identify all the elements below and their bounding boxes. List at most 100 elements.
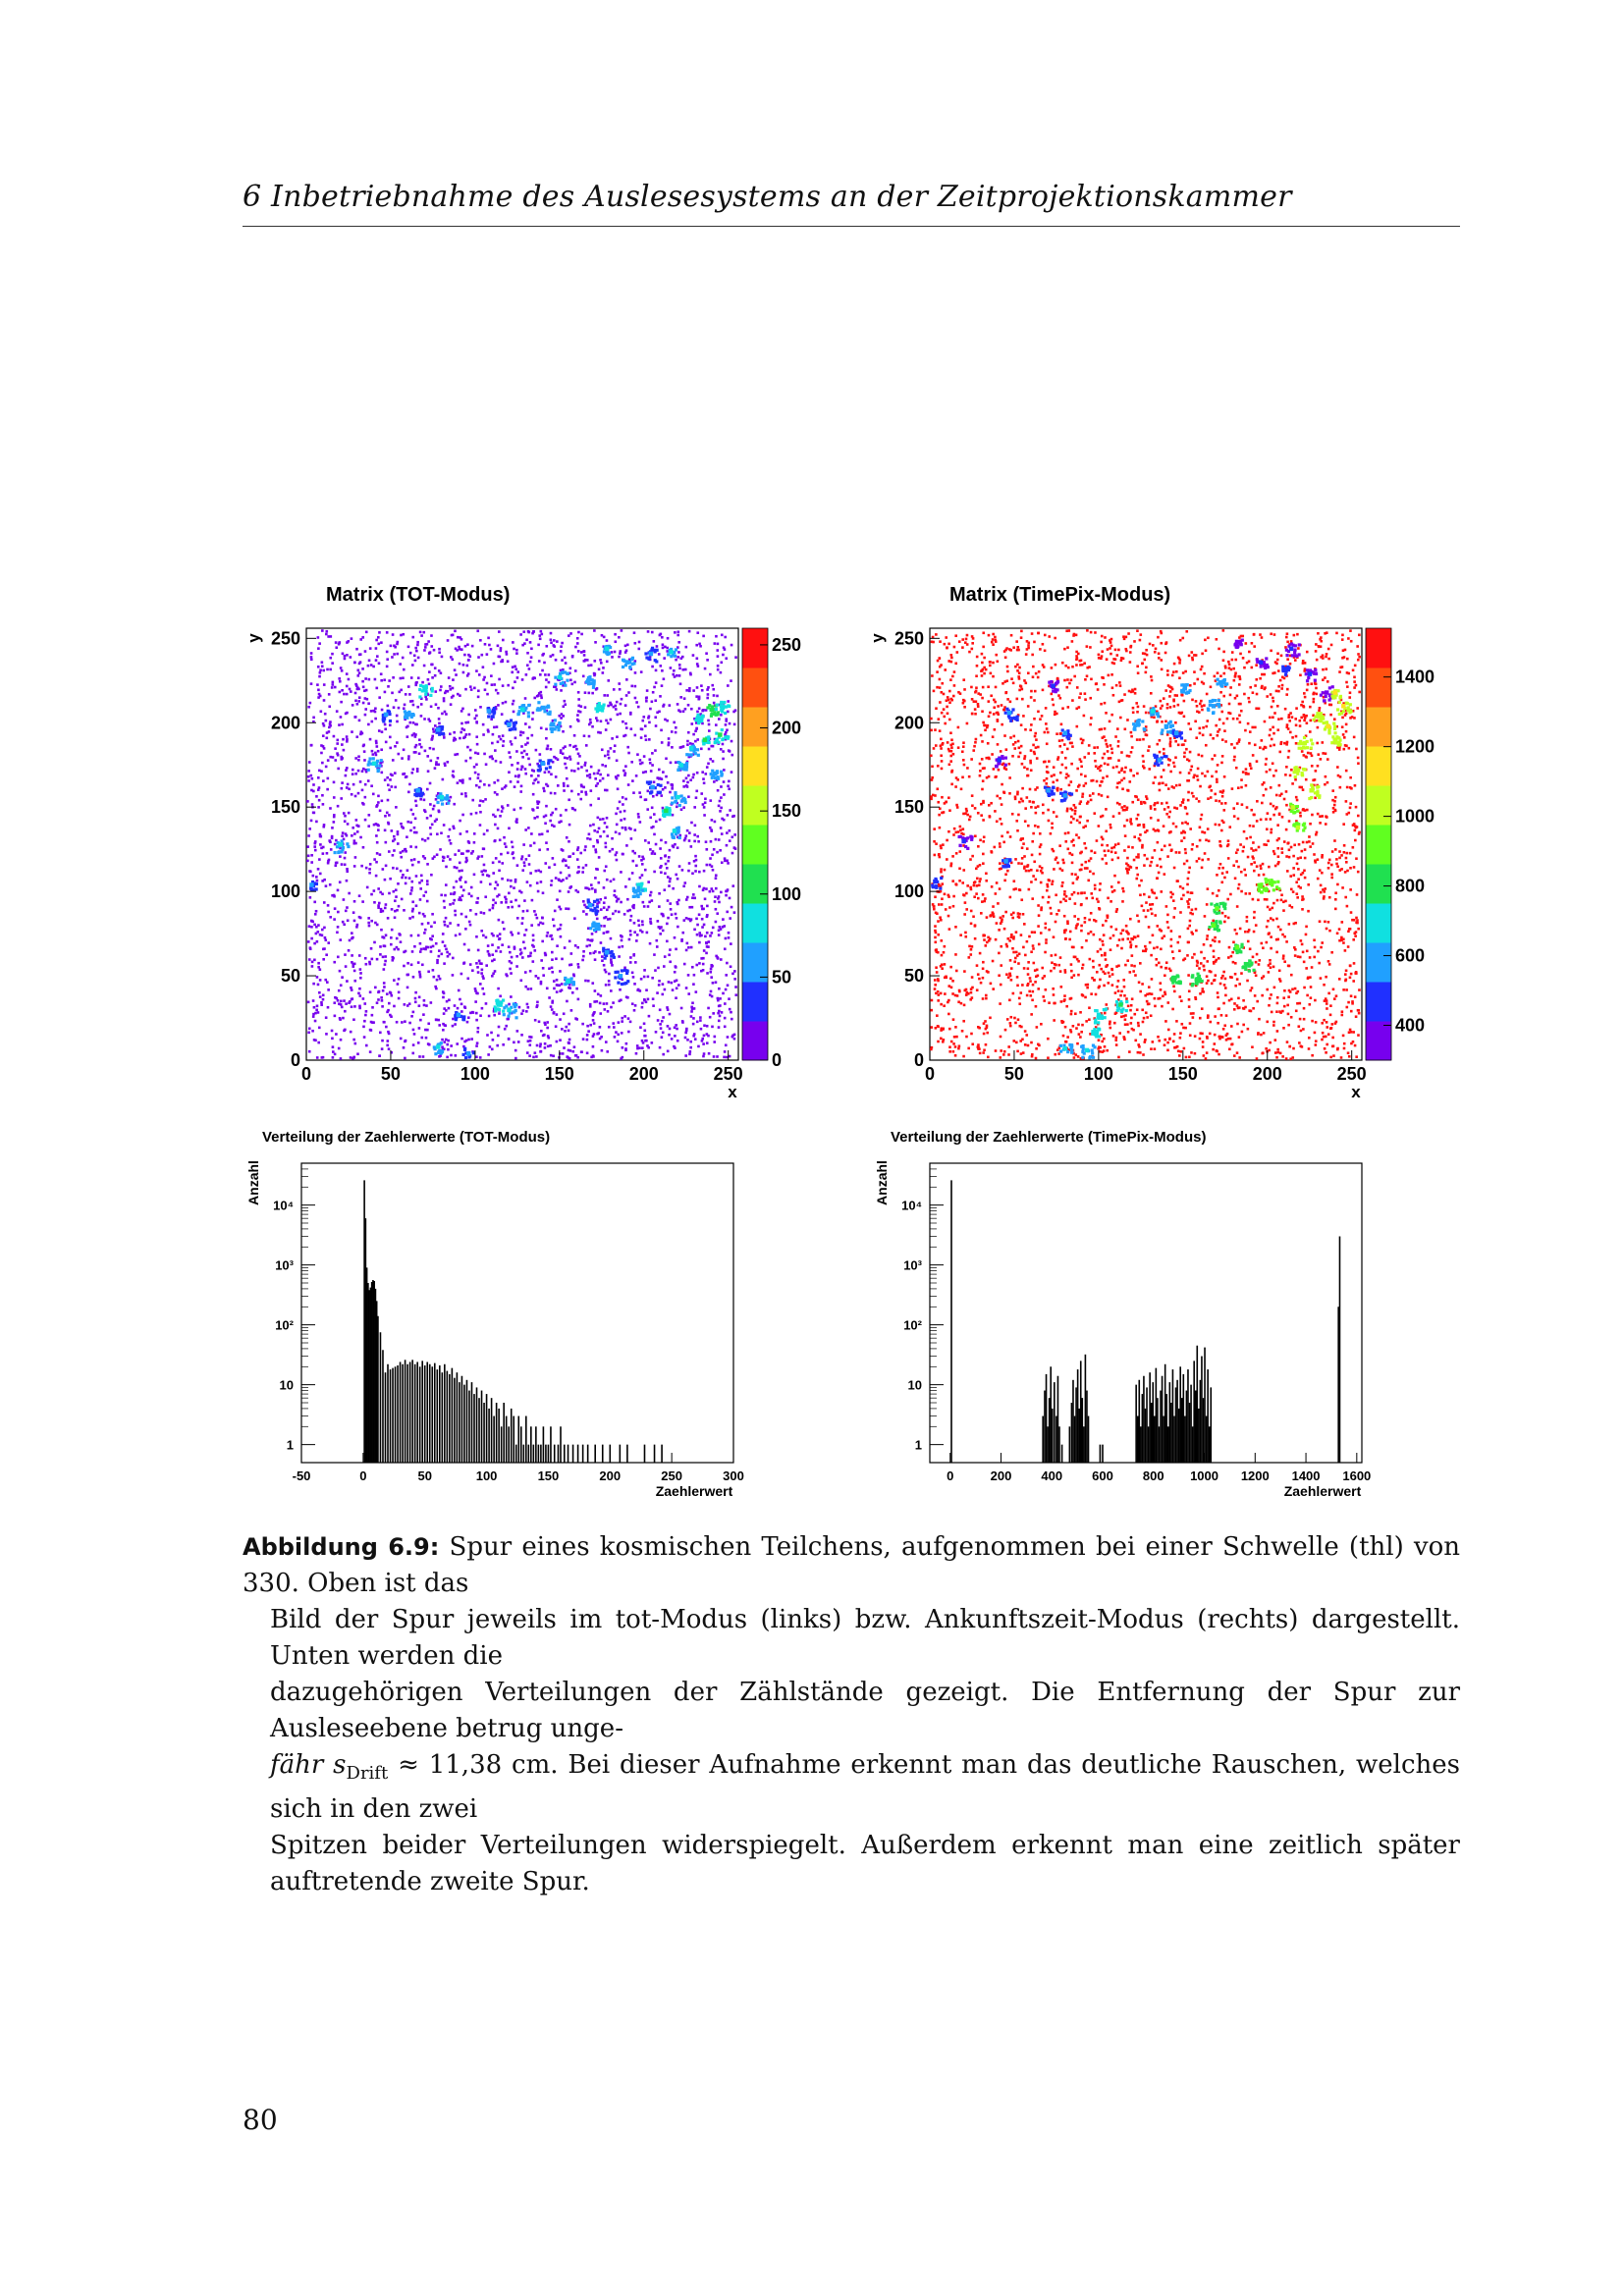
noise-pixel — [692, 689, 695, 692]
noise-pixel — [420, 879, 423, 882]
cluster-core — [664, 808, 669, 814]
noise-pixel — [463, 1006, 467, 1009]
noise-pixel — [468, 655, 472, 658]
noise-pixel — [1235, 860, 1238, 863]
noise-pixel — [585, 1051, 589, 1055]
noise-pixel — [517, 1005, 521, 1009]
noise-pixel — [526, 741, 529, 745]
noise-pixel — [519, 979, 523, 983]
noise-pixel — [391, 759, 395, 762]
noise-pixel — [343, 692, 346, 696]
cluster-pixel — [414, 793, 419, 798]
noise-pixel — [403, 772, 406, 775]
noise-pixel — [622, 803, 624, 806]
noise-pixel — [329, 807, 332, 810]
noise-pixel — [682, 779, 685, 782]
noise-pixel — [700, 684, 703, 687]
noise-pixel — [594, 776, 597, 780]
noise-pixel — [707, 762, 710, 766]
noise-pixel — [674, 761, 677, 764]
noise-pixel — [562, 858, 566, 861]
noise-pixel — [430, 663, 434, 667]
noise-pixel — [653, 870, 656, 874]
noise-pixel — [695, 695, 698, 698]
noise-pixel — [363, 782, 367, 786]
cluster-core — [456, 1012, 461, 1018]
noise-pixel — [957, 690, 960, 694]
noise-pixel — [1091, 896, 1095, 900]
noise-pixel — [450, 1053, 453, 1057]
noise-pixel — [643, 868, 647, 872]
noise-pixel — [572, 734, 576, 737]
noise-pixel — [1169, 686, 1173, 689]
noise-pixel — [650, 826, 653, 829]
noise-pixel — [394, 699, 398, 702]
noise-pixel — [712, 701, 716, 705]
noise-pixel — [677, 651, 680, 654]
noise-pixel — [640, 920, 644, 923]
noise-pixel — [970, 685, 973, 689]
noise-pixel — [546, 784, 550, 788]
cluster-pixel — [550, 727, 554, 731]
noise-pixel — [345, 672, 349, 675]
noise-pixel — [1271, 762, 1274, 766]
noise-pixel — [377, 887, 380, 890]
noise-pixel — [537, 692, 541, 695]
noise-pixel — [562, 879, 565, 881]
noise-pixel — [1331, 798, 1334, 802]
noise-pixel — [311, 874, 315, 878]
noise-pixel — [1232, 815, 1236, 818]
noise-pixel — [500, 810, 504, 813]
noise-pixel — [565, 864, 568, 868]
noise-pixel — [551, 653, 555, 657]
noise-pixel — [1306, 751, 1310, 755]
cluster — [685, 744, 700, 757]
noise-pixel — [410, 950, 414, 953]
noise-pixel — [1202, 682, 1206, 685]
cluster-pixel — [687, 753, 691, 757]
noise-pixel — [539, 690, 543, 694]
noise-pixel — [581, 674, 585, 678]
noise-pixel — [469, 885, 473, 889]
noise-pixel — [1346, 1051, 1350, 1055]
noise-pixel — [318, 968, 322, 972]
noise-pixel — [534, 913, 537, 917]
noise-pixel — [442, 991, 446, 995]
noise-pixel — [379, 762, 382, 765]
noise-pixel — [639, 762, 642, 766]
noise-pixel — [641, 900, 645, 904]
noise-pixel — [481, 987, 484, 990]
noise-pixel — [320, 1003, 323, 1006]
noise-pixel — [692, 773, 695, 776]
noise-pixel — [549, 631, 553, 635]
noise-pixel — [309, 656, 313, 659]
noise-pixel — [307, 1031, 310, 1035]
noise-pixel — [697, 913, 701, 917]
noise-pixel — [480, 870, 484, 874]
noise-pixel — [417, 911, 421, 915]
noise-pixel — [625, 678, 628, 681]
noise-pixel — [386, 917, 390, 920]
noise-pixel — [550, 966, 554, 970]
noise-pixel — [375, 805, 378, 808]
cluster-pixel — [636, 888, 640, 893]
noise-pixel — [363, 1002, 367, 1005]
cluster-pixel — [650, 646, 655, 650]
noise-pixel — [997, 902, 1000, 905]
noise-pixel — [585, 944, 589, 948]
noise-pixel — [465, 664, 469, 667]
noise-pixel — [722, 818, 726, 822]
noise-pixel — [385, 811, 389, 815]
noise-pixel — [978, 1026, 981, 1030]
noise-pixel — [692, 1007, 696, 1010]
noise-pixel — [565, 836, 568, 839]
noise-pixel — [985, 996, 988, 1000]
noise-pixel — [423, 857, 427, 860]
noise-pixel — [644, 798, 648, 801]
noise-pixel — [683, 707, 687, 711]
noise-pixel — [674, 965, 677, 968]
noise-pixel — [651, 794, 655, 798]
noise-pixel — [363, 697, 367, 700]
noise-pixel — [446, 760, 450, 764]
noise-pixel — [618, 832, 622, 835]
